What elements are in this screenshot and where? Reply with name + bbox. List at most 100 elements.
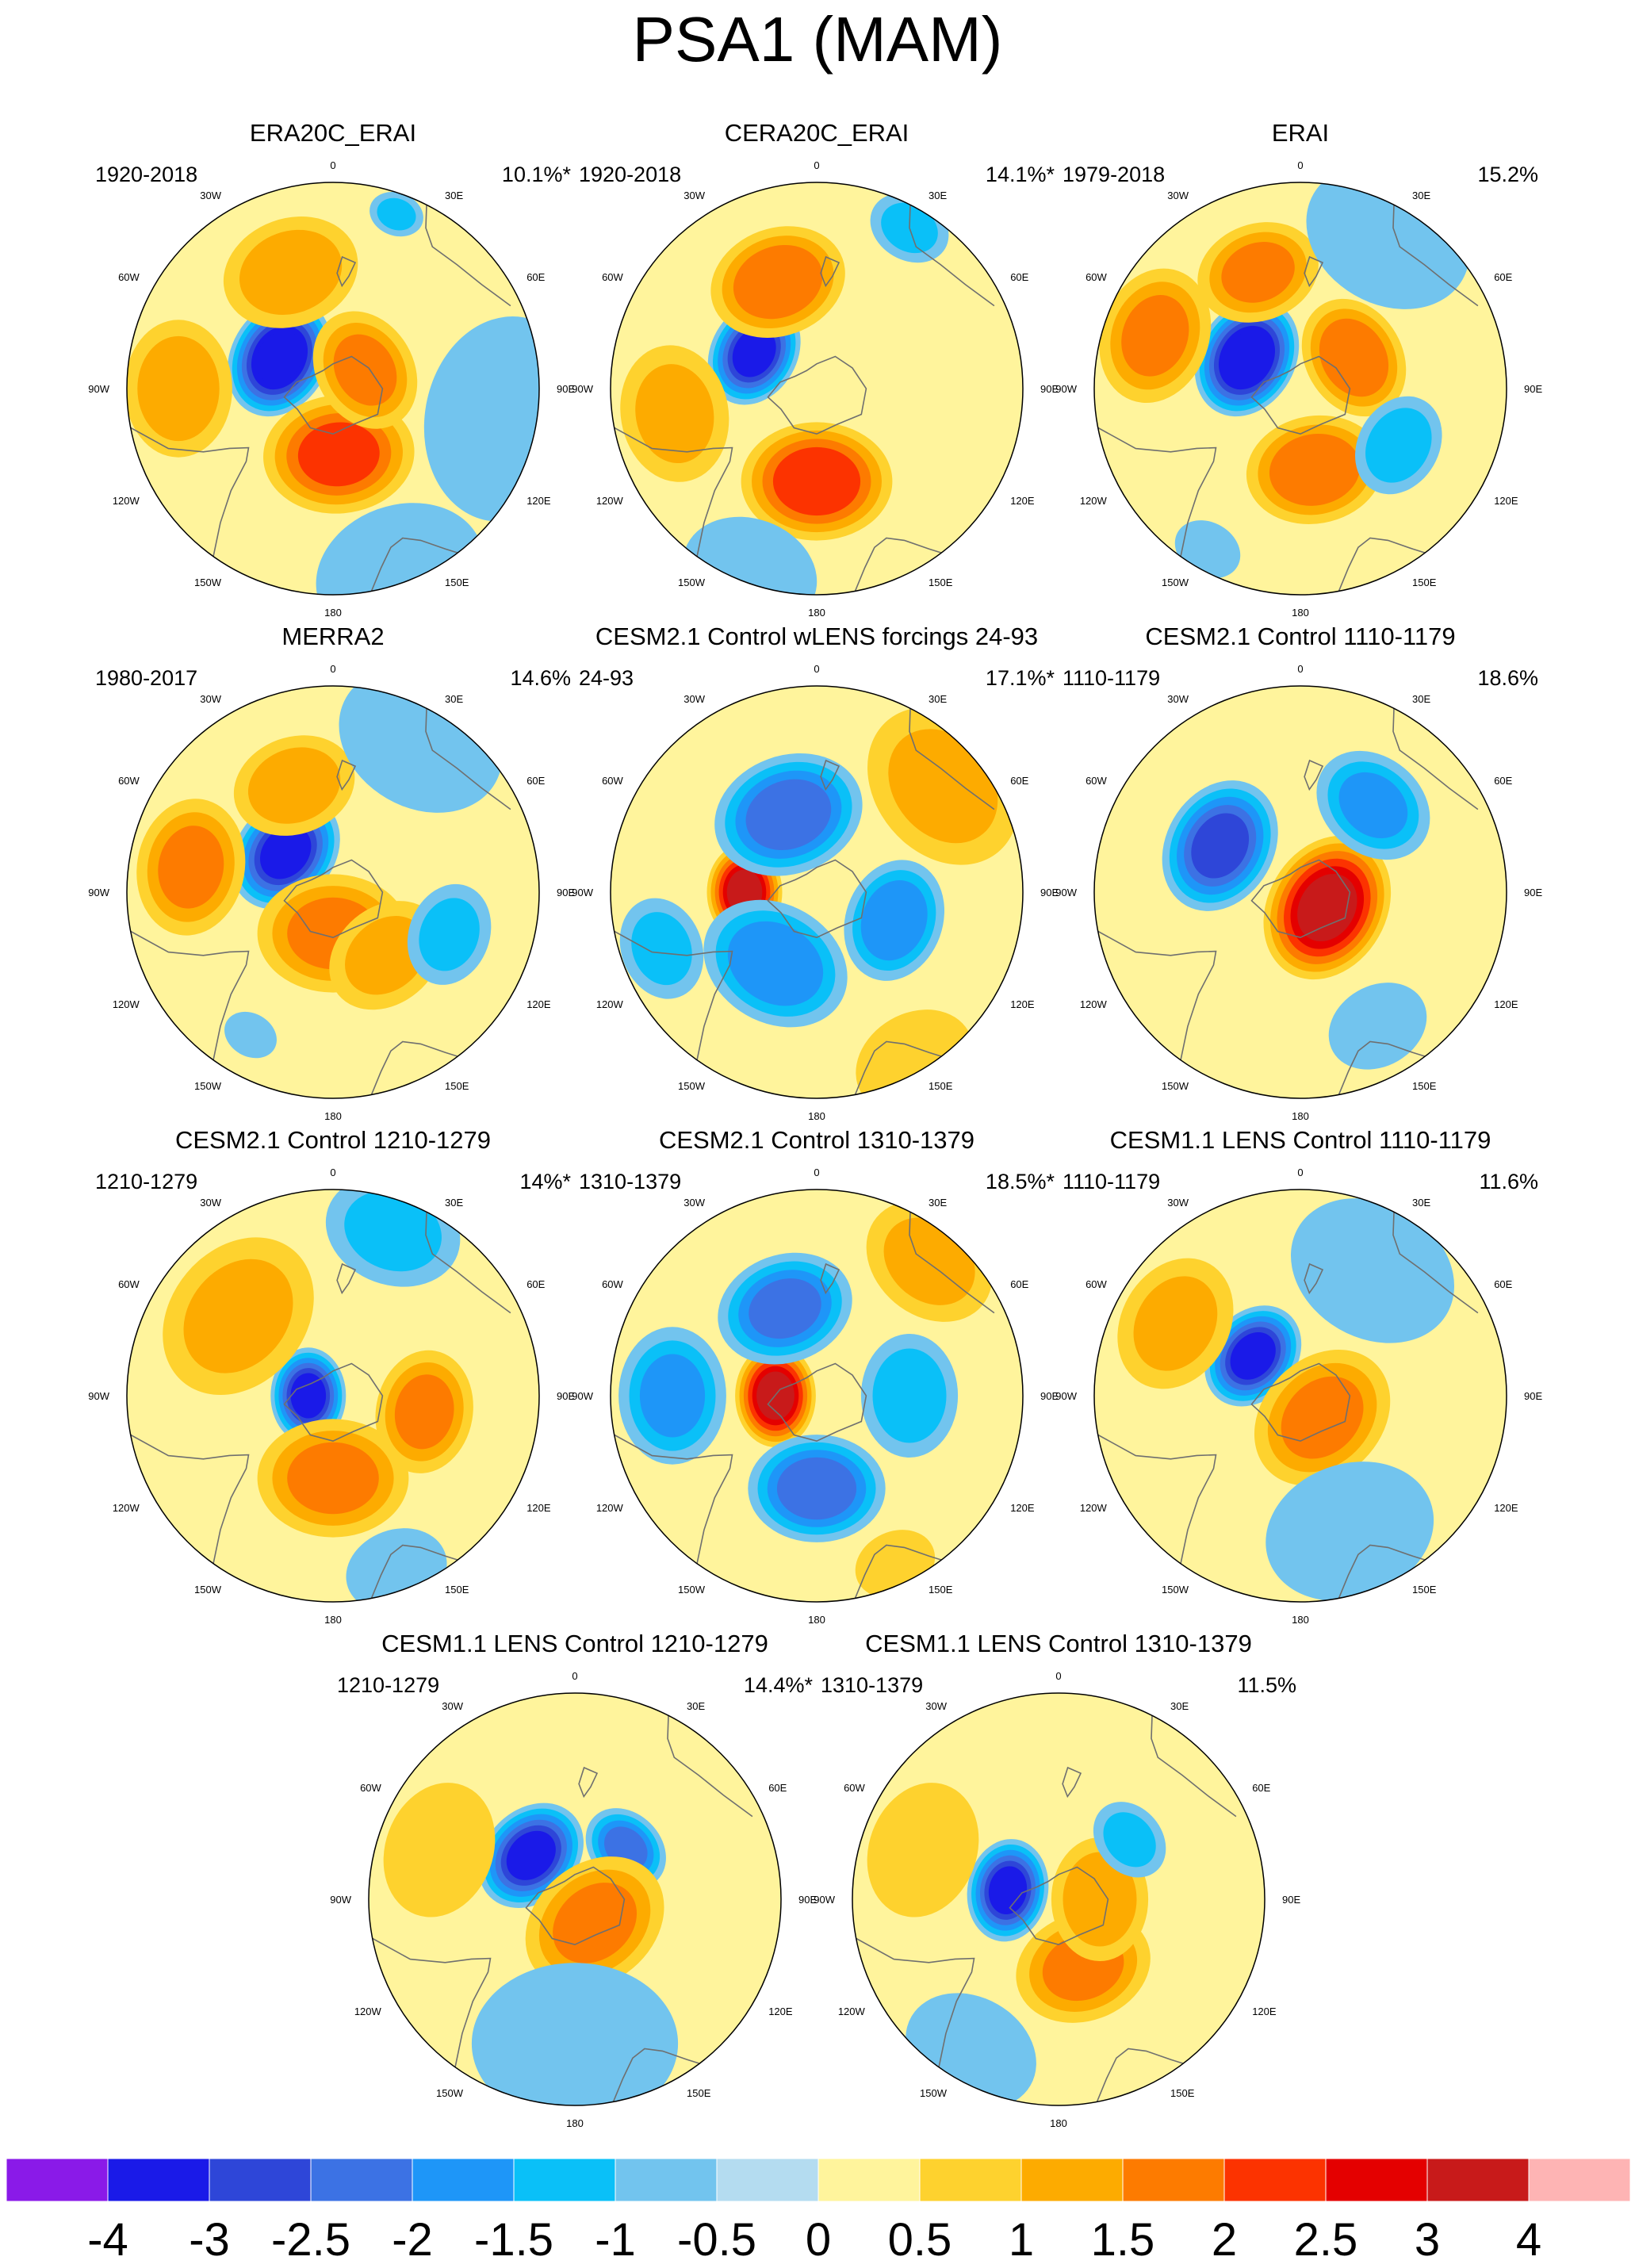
australia-coastline [1392,205,1479,307]
panel-title: CESM2.1 Control 1110-1179 [1145,623,1456,650]
new-zealand-coastline [1304,759,1324,791]
negative-anomaly-contour [1103,1812,1156,1868]
longitude-label: 150E [1170,2087,1195,2099]
australia-coastline [909,1212,995,1314]
panel-title: CESM1.1 LENS Control 1310-1379 [865,1630,1252,1657]
longitude-label: 120E [526,1502,551,1514]
longitude-label: 30W [683,1197,705,1209]
colorbar-tick-label: -1 [595,2214,636,2266]
longitude-label: 150W [1162,1080,1189,1092]
map-panel: CESM2.1 Control 1110-1179 1110-1179 18.6% 0… [1055,623,1542,1122]
panel-variance: 11.6% [1479,1170,1538,1193]
colorbar-tick-label: -0.5 [677,2214,756,2266]
longitude-label: 150E [1412,1080,1437,1092]
colorbar-tick-label: 4 [1516,2214,1541,2266]
south-america-coastline [852,1935,975,2072]
longitude-label: 120E [1494,1502,1518,1514]
positive-anomaly-contour [333,334,397,406]
positive-anomaly-contour [1133,1276,1218,1371]
africa-coastline [852,537,947,595]
colorbar-tick-label: 0.5 [888,2214,952,2266]
negative-anomaly-contour [344,1190,442,1272]
panel-title: MERRA2 [281,623,385,650]
longitude-label: 120W [113,1502,140,1514]
positive-anomaly-contour [1063,1852,1137,1947]
australia-coastline [667,1715,753,1818]
africa-coastline [369,537,463,595]
polar-map: 0 30E 60E 90E 120E 150E 180 150W 120W 90W 60W 30W [1055,1167,1542,1626]
panel-period: 1110-1179 [1063,666,1161,690]
colorbar-swatch [1020,2159,1124,2202]
longitude-label: 150E [929,577,953,588]
longitude-label: 180 [324,1614,342,1626]
longitude-label: 0 [1055,1670,1061,1682]
longitude-label: 150E [687,2087,711,2099]
longitude-label: 180 [324,607,342,619]
longitude-label: 120W [1080,998,1108,1010]
positive-anomaly-contour [772,446,861,516]
antarctica-coastline [767,859,867,939]
longitude-label: 90W [1055,887,1077,898]
longitude-label: 30W [1167,190,1189,201]
australia-coastline [1151,1715,1237,1818]
map-border [1093,685,1507,1099]
longitude-label: 60E [1010,1278,1028,1290]
negative-anomaly-contour [260,826,312,879]
australia-coastline [425,205,511,307]
panel-title: CESM2.1 Control 1210-1279 [174,1126,492,1154]
longitude-label: 60E [768,1782,787,1794]
longitude-label: 120W [354,2006,382,2017]
panel-period: 1920-2018 [95,163,198,186]
longitude-label: 0 [572,1670,577,1682]
longitude-label: 90W [1055,383,1077,395]
longitude-label: 0 [330,1167,335,1178]
longitude-label: 120E [1010,495,1035,507]
negative-anomaly-contour [419,898,480,971]
longitude-label: 90W [814,1894,835,1906]
longitude-label: 60E [1494,271,1512,283]
longitude-label: 60W [602,1278,623,1290]
polar-map: 0 30E 60E 90E 120E 150E 180 150W 120W 90W 60W 30W [1055,159,1542,619]
map-border [368,1692,782,2106]
longitude-label: 30E [929,1197,947,1209]
antarctica-coastline [1250,1362,1351,1442]
south-america-coastline [611,928,733,1065]
south-america-coastline [127,928,250,1065]
africa-coastline [852,1544,947,1602]
australia-coastline [909,708,995,810]
positive-anomaly-contour [888,729,998,844]
colorbar-tick-label: 1 [1009,2214,1034,2266]
negative-anomaly-contour [749,1278,821,1339]
longitude-label: 60W [1086,775,1107,787]
longitude-label: 180 [1050,2117,1067,2129]
positive-anomaly-contour [635,364,714,464]
longitude-label: 30E [1412,1197,1430,1209]
longitude-label: 180 [1292,607,1309,619]
antarctica-coastline [525,1866,626,1946]
positive-anomaly-contour [394,1374,454,1450]
longitude-label: 150W [678,1080,706,1092]
australia-coastline [425,708,511,810]
map-border [852,1692,1265,2106]
longitude-label: 150W [194,577,222,588]
negative-anomaly-contour [872,1348,947,1443]
antarctica-coastline [767,1362,867,1442]
negative-anomaly-contour [377,197,416,231]
negative-anomaly-contour [776,1457,857,1520]
colorbar-tick-label: -2 [392,2214,433,2266]
longitude-label: 150E [445,1080,469,1092]
panel-variance: 14.1%* [985,163,1055,186]
longitude-label: 60E [526,1278,545,1290]
colorbar-swatch [107,2159,210,2202]
longitude-label: 120E [1010,998,1035,1010]
map-panel: CESM1.1 LENS Control 1210-1279 1210-1279 1… [330,1630,817,2129]
longitude-label: 150W [678,577,706,588]
longitude-label: 90W [572,1390,593,1402]
longitude-label: 120E [1010,1502,1035,1514]
longitude-label: 30W [1167,693,1189,705]
longitude-label: 90E [1282,1894,1300,1906]
colorbar-tick-label: 2 [1212,2214,1237,2266]
longitude-label: 30E [445,190,463,201]
panel-variance: 15.2% [1477,163,1538,186]
longitude-label: 120W [838,2006,866,2017]
